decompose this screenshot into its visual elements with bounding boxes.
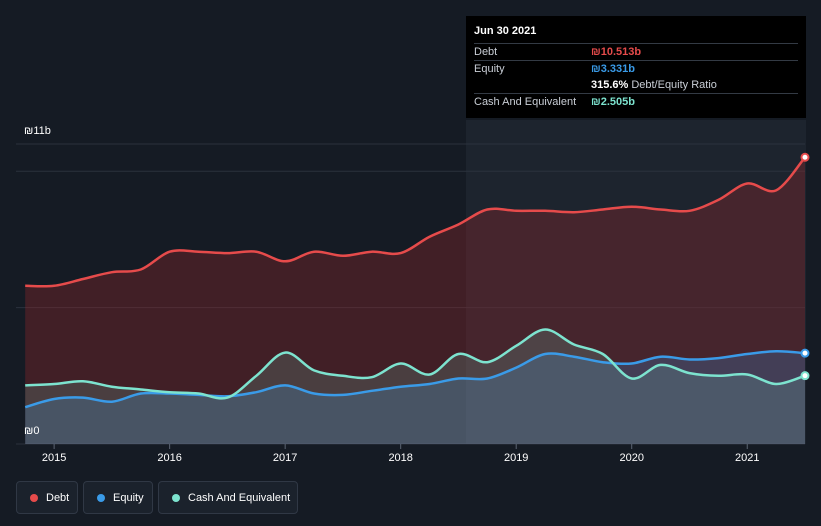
tooltip-panel: Jun 30 2021 Debt ₪10.513b Equity ₪3.331b… (466, 16, 806, 118)
x-tick-label-2016: 2016 (157, 452, 181, 464)
tooltip-value-debt: ₪10.513b (591, 46, 642, 58)
legend-dot-cash (172, 493, 180, 502)
area-debt (25, 157, 805, 445)
end-marker-debt (800, 152, 810, 162)
tooltip-row-ratio: 315.6% Debt/Equity Ratio (474, 77, 798, 93)
y-tick-label-zero: ₪0 (24, 425, 40, 437)
legend-dot-equity (97, 493, 105, 502)
area-equity (25, 351, 805, 444)
tooltip-row-equity: Equity ₪3.331b (474, 60, 798, 77)
tooltip-value-cash: ₪2.505b (591, 96, 635, 108)
tooltip-row-debt: Debt ₪10.513b (474, 43, 798, 60)
legend-dot-debt (30, 493, 38, 502)
x-tick-label-2018: 2018 (388, 452, 412, 464)
chart-highlight-band (466, 120, 806, 444)
end-marker-cash-and-equivalent (800, 371, 810, 381)
tooltip-value-ratio: 315.6% (591, 79, 629, 91)
legend-item-debt[interactable]: Debt (16, 481, 78, 514)
tooltip-label: Cash And Equivalent (474, 96, 577, 108)
tooltip-row-cash: Cash And Equivalent ₪2.505b (474, 93, 798, 110)
legend-item-cash[interactable]: Cash And Equivalent (158, 481, 298, 514)
x-tick-label-2019: 2019 (504, 452, 528, 464)
legend-label-equity: Equity (113, 491, 144, 504)
tooltip-label: Equity (474, 63, 505, 75)
series-lines (24, 156, 806, 409)
tooltip-ratio-caption: Debt/Equity Ratio (631, 79, 717, 91)
x-tick-label-2020: 2020 (619, 452, 643, 464)
legend-label-cash: Cash And Equivalent (188, 491, 291, 504)
x-tick-label-2021: 2021 (735, 452, 759, 464)
line-cash-and-equivalent (25, 328, 806, 400)
x-tick-label-2017: 2017 (273, 452, 297, 464)
series-areas (25, 157, 805, 445)
tooltip-date: Jun 30 2021 (474, 25, 537, 37)
line-debt (25, 156, 806, 288)
end-marker-equity (800, 348, 810, 358)
line-equity (24, 350, 806, 409)
series-end-markers (800, 152, 810, 381)
area-cash-and-equivalent (25, 329, 805, 444)
x-tick-label-2015: 2015 (42, 452, 66, 464)
tooltip-value-equity: ₪3.331b (591, 63, 635, 75)
tooltip-label (474, 77, 591, 93)
grid-lines (16, 143, 805, 445)
y-tick-label-top: ₪11b (24, 125, 51, 137)
legend-label-debt: Debt (46, 491, 70, 504)
legend-item-equity[interactable]: Equity (83, 481, 153, 514)
tooltip-label: Debt (474, 46, 498, 58)
x-axis-ticks: 2015 2016 2017 2018 2019 2020 2021 (42, 444, 759, 464)
